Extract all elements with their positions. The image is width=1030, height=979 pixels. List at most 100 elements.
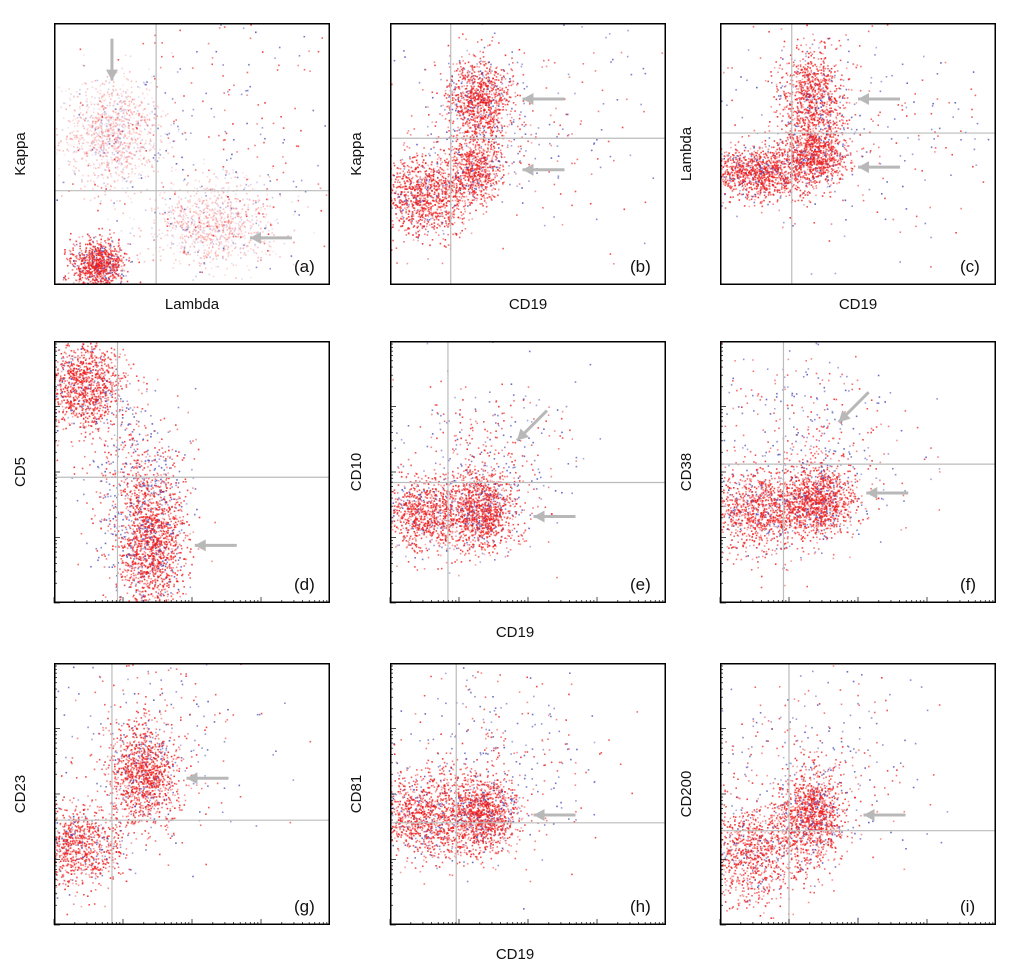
event-dot — [121, 105, 123, 107]
event-dot — [469, 121, 471, 124]
event-dot — [91, 134, 93, 136]
event-dot — [165, 150, 167, 152]
event-dot — [420, 195, 423, 197]
event-dot — [267, 221, 269, 223]
event-dot — [210, 210, 213, 212]
event-dot — [157, 124, 160, 126]
event-dot — [227, 202, 229, 205]
event-dot — [495, 141, 497, 143]
event-dot — [384, 221, 386, 223]
event-dot — [185, 138, 187, 141]
event-dot — [108, 271, 111, 274]
event-dot — [134, 141, 137, 144]
event-dot — [406, 132, 409, 134]
event-dot — [454, 204, 457, 207]
event-dot — [105, 80, 107, 82]
event-dot — [193, 259, 195, 262]
event-dot — [420, 171, 422, 173]
event-dot — [399, 172, 401, 174]
event-dot — [404, 193, 406, 196]
event-dot — [104, 250, 106, 252]
event-dot — [285, 162, 287, 164]
event-dot — [202, 209, 205, 211]
event-dot — [116, 117, 119, 119]
event-dot — [94, 138, 96, 141]
event-dot — [84, 266, 87, 268]
event-dot — [246, 192, 248, 195]
event-dot — [237, 211, 239, 214]
event-dot — [229, 227, 232, 230]
event-dot — [185, 184, 188, 186]
event-dot — [103, 252, 106, 254]
event-dot — [477, 94, 479, 96]
event-dot — [161, 197, 164, 199]
event-dot — [74, 138, 77, 140]
event-dot — [69, 257, 71, 260]
event-dot — [325, 194, 328, 196]
event-dot — [111, 92, 113, 94]
event-dot — [130, 138, 133, 140]
event-dot — [496, 119, 499, 122]
event-dot — [175, 226, 178, 228]
event-dot — [177, 215, 180, 217]
event-dot — [440, 199, 442, 202]
event-dot — [182, 179, 185, 182]
event-dot — [100, 146, 103, 148]
event-dot — [93, 269, 96, 271]
event-dot — [407, 195, 409, 197]
event-dot — [413, 207, 416, 209]
event-dot — [217, 191, 219, 193]
event-dot — [227, 255, 230, 258]
event-dot — [99, 258, 102, 261]
event-dot — [152, 146, 154, 149]
event-dot — [119, 88, 122, 90]
event-dot — [222, 213, 225, 215]
event-dot — [122, 101, 125, 103]
event-dot — [104, 266, 106, 268]
event-dot — [398, 206, 401, 209]
event-dot — [405, 229, 408, 231]
event-dot — [142, 92, 144, 95]
event-dot — [177, 222, 179, 224]
event-dot — [241, 224, 243, 227]
event-dot — [72, 247, 74, 249]
event-dot — [239, 184, 242, 187]
event-dot — [492, 121, 495, 124]
event-dot — [140, 100, 142, 103]
event-dot — [129, 143, 132, 146]
event-dot — [87, 270, 90, 272]
event-dot — [228, 247, 230, 249]
event-dot — [70, 232, 72, 235]
event-dot — [246, 219, 249, 222]
event-dot — [94, 281, 97, 284]
event-dot — [268, 243, 270, 246]
event-dot — [260, 258, 262, 261]
event-dot — [414, 194, 416, 197]
event-dot — [206, 233, 208, 236]
event-dot — [198, 216, 200, 219]
event-dot — [117, 260, 119, 262]
event-dot — [160, 135, 162, 137]
event-dot — [218, 243, 221, 245]
event-dot — [460, 66, 462, 68]
event-dot — [232, 221, 235, 223]
event-dot — [231, 262, 233, 265]
event-dot — [99, 254, 102, 256]
event-dot — [94, 127, 97, 129]
event-dot — [418, 194, 420, 197]
event-dot — [411, 217, 413, 220]
event-dot — [93, 275, 96, 278]
event-dot — [207, 250, 209, 252]
event-dot — [116, 147, 119, 149]
event-dot — [396, 181, 399, 183]
event-dot — [436, 189, 438, 192]
event-dot — [81, 137, 83, 139]
event-dot — [501, 78, 503, 81]
event-dot — [408, 227, 411, 230]
event-dot — [117, 261, 119, 264]
event-dot — [480, 93, 483, 95]
event-dot — [404, 166, 406, 168]
event-dot — [82, 265, 84, 268]
event-dot — [405, 208, 407, 211]
event-dot — [133, 218, 135, 221]
